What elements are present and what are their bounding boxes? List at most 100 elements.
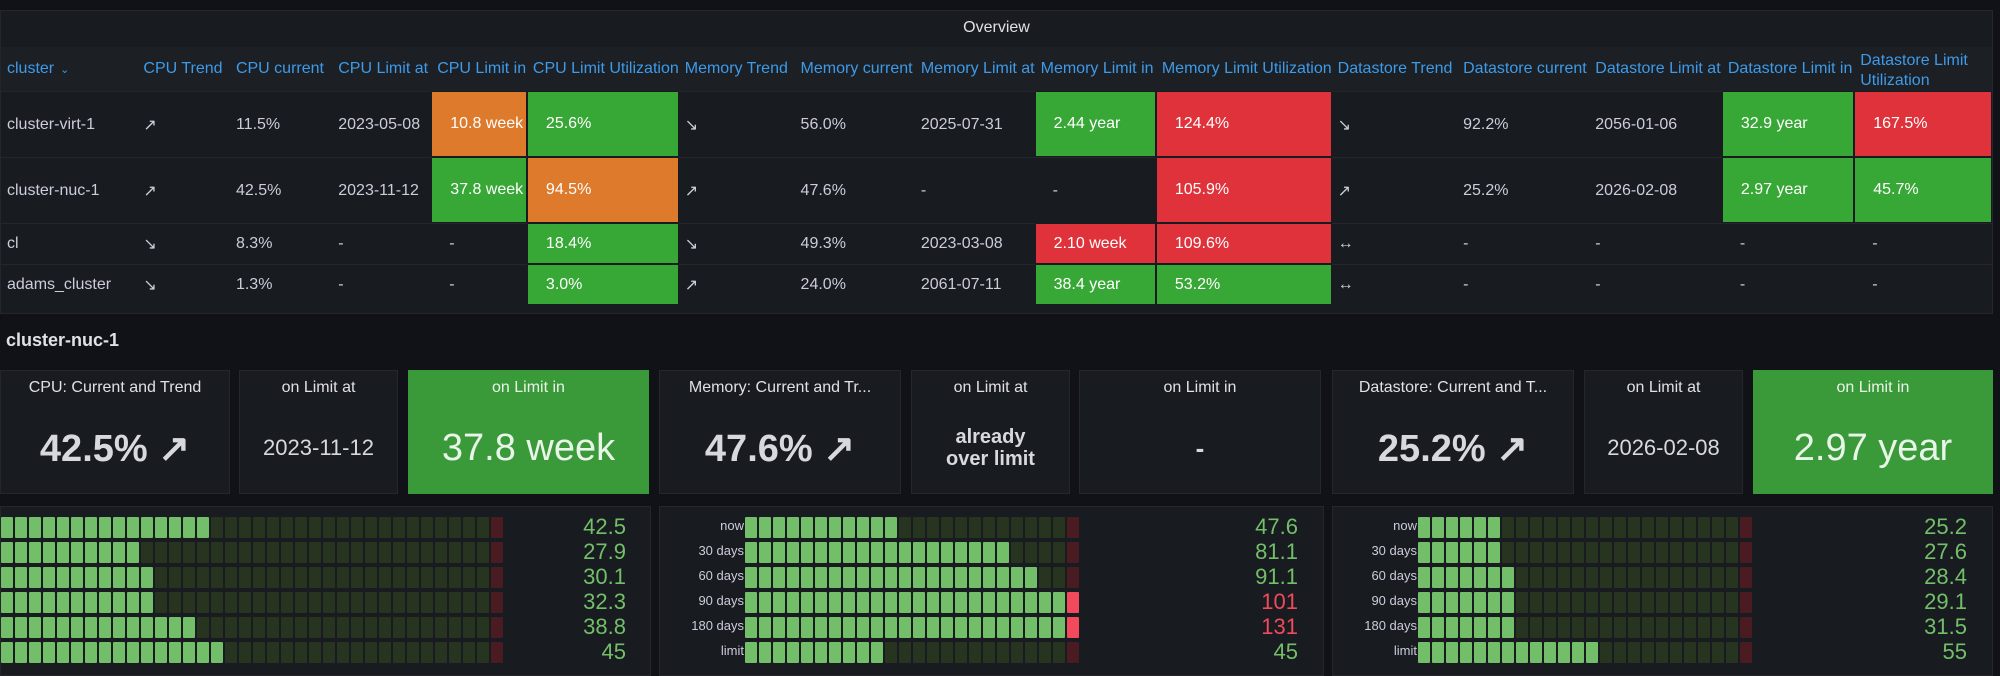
gauge-segment: [787, 592, 799, 613]
cell-memory-limit-at: 2025-07-31: [914, 91, 1035, 157]
gauge-segment: [1544, 517, 1556, 538]
gauge-segment: [1053, 542, 1065, 563]
col-cpu-limit-utilization[interactable]: CPU Limit Utilization: [526, 47, 679, 91]
col-datastore-trend[interactable]: Datastore Trend: [1331, 47, 1458, 91]
cell-cluster[interactable]: adams_cluster: [1, 264, 138, 305]
cpu-bar-gauge-panel: 42.5 27.9 30.1 32.3 38.8 45: [0, 506, 651, 676]
gauge-segment: [1600, 567, 1612, 588]
gauge-segment: [983, 517, 995, 538]
col-memory-limit-utilization[interactable]: Memory Limit Utilization: [1155, 47, 1332, 91]
gauge-segment: [871, 517, 883, 538]
gauge-segment: [253, 592, 265, 613]
gauge-row: 90 days 101: [660, 590, 1323, 614]
gauge-segment: [155, 567, 167, 588]
gauge-segment: [155, 542, 167, 563]
gauge-segment: [1432, 642, 1444, 663]
gauge-segment: [801, 567, 813, 588]
gauge-segment: [1712, 542, 1724, 563]
gauge-segment: [927, 592, 939, 613]
gauge-value: 25.2: [1924, 514, 1967, 539]
gauge-segment: [941, 517, 953, 538]
gauge-bar: [1, 517, 503, 538]
cell-cluster[interactable]: cluster-nuc-1: [1, 157, 138, 223]
gauge-segment: [1446, 592, 1458, 613]
gauge-segment: [407, 617, 419, 638]
cell-datastore-limit-at: 2026-02-08: [1589, 157, 1722, 223]
stat-value: already over limit: [946, 426, 1035, 470]
gauge-segment: [1726, 517, 1738, 538]
col-cpu-trend[interactable]: CPU Trend: [137, 47, 230, 91]
cell-cluster[interactable]: cluster-virt-1: [1, 91, 138, 157]
gauge-segment: [1726, 567, 1738, 588]
gauge-segment: [491, 642, 503, 663]
gauge-segment: [997, 542, 1009, 563]
gauge-segment: [379, 642, 391, 663]
cell-cpu-limit-utilization: 25.6%: [526, 91, 679, 157]
col-datastore-limit-at[interactable]: Datastore Limit at: [1589, 47, 1722, 91]
table-row: cl ↘ 8.3% - - 18.4% ↘ 49.3% 2023-03-08 2…: [1, 223, 1992, 264]
gauge-segment: [1446, 517, 1458, 538]
col-memory-current[interactable]: Memory current: [794, 47, 915, 91]
gauge-segment: [281, 567, 293, 588]
cell-memory-limit-in: 2.10 week: [1034, 223, 1156, 264]
cell-cluster[interactable]: cl: [1, 223, 138, 264]
col-datastore-limit-in[interactable]: Datastore Limit in: [1721, 47, 1855, 91]
gauge-segment: [365, 617, 377, 638]
gauge-segment: [1460, 517, 1472, 538]
col-datastore-current[interactable]: Datastore current: [1457, 47, 1590, 91]
gauge-segment: [323, 542, 335, 563]
gauge-segment: [113, 567, 125, 588]
col-memory-limit-in[interactable]: Memory Limit in: [1034, 47, 1156, 91]
gauge-segment: [913, 542, 925, 563]
gauge-segment: [1025, 517, 1037, 538]
gauge-segment: [141, 642, 153, 663]
memory-limit-in-stat: on Limit in -: [1079, 370, 1321, 494]
gauge-segment: [871, 567, 883, 588]
gauge-label: now: [720, 518, 744, 533]
col-cpu-limit-in[interactable]: CPU Limit in: [431, 47, 527, 91]
gauge-segment: [449, 642, 461, 663]
gauge-segment: [1516, 517, 1528, 538]
gauge-bar: [1418, 567, 1752, 588]
gauge-segment: [1670, 617, 1682, 638]
gauge-segment: [1614, 617, 1626, 638]
gauge-segment: [759, 567, 771, 588]
gauge-segment: [745, 567, 757, 588]
gauge-segment: [857, 592, 869, 613]
gauge-segment: [1067, 592, 1079, 613]
gauge-segment: [85, 592, 97, 613]
gauge-segment: [281, 617, 293, 638]
gauge-segment: [1572, 567, 1584, 588]
gauge-segment: [57, 617, 69, 638]
gauge-segment: [997, 592, 1009, 613]
cell-datastore-trend: ↗: [1331, 157, 1458, 223]
gauge-segment: [787, 617, 799, 638]
gauge-segment: [15, 567, 27, 588]
overview-table: cluster ⌄ CPU Trend CPU current CPU Limit…: [1, 47, 1992, 305]
chevron-down-icon[interactable]: ⌄: [60, 64, 70, 76]
datastore-limit-at-stat: on Limit at 2026-02-08: [1584, 370, 1743, 494]
gauge-segment: [253, 542, 265, 563]
cell-cpu-limit-in: 10.8 week: [431, 91, 527, 157]
gauge-segment: [29, 617, 41, 638]
gauge-segment: [1642, 517, 1654, 538]
gauge-segment: [1, 542, 13, 563]
gauge-segment: [1656, 592, 1668, 613]
gauge-segment: [197, 617, 209, 638]
section-title[interactable]: cluster-nuc-1: [6, 330, 120, 350]
col-memory-limit-at[interactable]: Memory Limit at: [914, 47, 1035, 91]
gauge-segment: [1516, 642, 1528, 663]
gauge-segment: [955, 567, 967, 588]
gauge-segment: [801, 592, 813, 613]
gauge-segment: [1011, 542, 1023, 563]
col-datastore-limit-utilization[interactable]: Datastore Limit Utilization: [1854, 47, 1992, 91]
col-cpu-limit-at[interactable]: CPU Limit at: [332, 47, 432, 91]
col-cluster[interactable]: cluster ⌄: [1, 47, 138, 91]
gauge-segment: [99, 617, 111, 638]
gauge-segment: [477, 617, 489, 638]
col-memory-trend[interactable]: Memory Trend: [678, 47, 795, 91]
col-cpu-current[interactable]: CPU current: [229, 47, 333, 91]
gauge-segment: [913, 517, 925, 538]
gauge-segment: [407, 592, 419, 613]
gauge-segment: [1712, 517, 1724, 538]
